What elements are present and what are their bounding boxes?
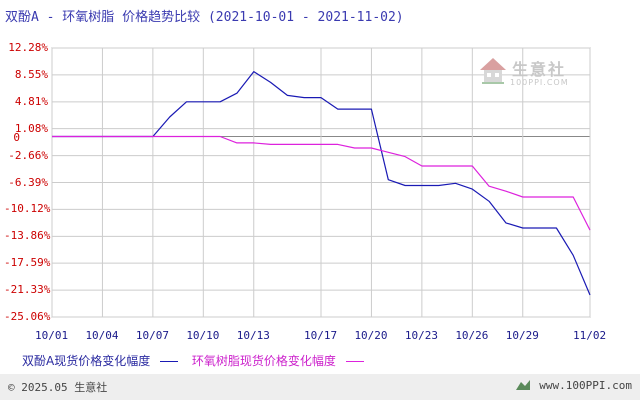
- x-tick-label: 10/13: [236, 329, 270, 342]
- x-tick-label: 10/20: [354, 329, 388, 342]
- footer-site-url[interactable]: www.100PPI.com: [539, 379, 632, 392]
- watermark-logo-icon: [480, 58, 506, 84]
- x-tick-label: 10/26: [455, 329, 489, 342]
- x-tick-label: 10/10: [186, 329, 220, 342]
- y-tick-label: -6.39%: [8, 175, 48, 189]
- x-tick-label: 11/02: [573, 329, 607, 342]
- y-tick-label: 12.28%: [8, 41, 48, 54]
- x-tick-label: 10/07: [135, 329, 169, 342]
- y-tick-label: -2.66%: [8, 148, 48, 162]
- y-tick-label: -25.06%: [4, 310, 51, 323]
- x-tick-label: 10/29: [505, 329, 539, 342]
- y-tick-label: -21.33%: [4, 283, 51, 297]
- legend-label-series1: 双酚A现货价格变化幅度: [22, 354, 151, 368]
- legend-item-series2: 环氧树脂现货价格变化幅度: [192, 352, 364, 369]
- footer-bar: © 2025.05 生意社 www.100PPI.com: [0, 374, 640, 400]
- chart-canvas: [51, 47, 591, 318]
- legend-item-series1: 双酚A现货价格变化幅度: [22, 352, 179, 369]
- x-tick-label: 10/17: [304, 329, 338, 342]
- chart-legend: 双酚A现货价格变化幅度 环氧树脂现货价格变化幅度: [22, 352, 374, 369]
- y-tick-label: -17.59%: [4, 256, 51, 270]
- footer-copyright: © 2025.05 生意社: [8, 381, 108, 394]
- x-tick-label: 10/23: [404, 329, 438, 342]
- legend-swatch-series1: [160, 361, 179, 362]
- chart-title-text: 双酚A - 环氧树脂 价格趋势比较: [5, 10, 201, 25]
- x-tick-label: 10/04: [85, 329, 119, 342]
- site-logo-icon: [515, 380, 530, 390]
- watermark-text: 生意社: [512, 60, 567, 79]
- y-tick-label: 1.08%: [14, 121, 48, 135]
- watermark: 生意社 100PPI.COM: [478, 52, 578, 92]
- legend-label-series2: 环氧树脂现货价格变化幅度: [191, 354, 336, 368]
- legend-swatch-series2: [345, 361, 364, 362]
- x-tick-label: 10/01: [35, 329, 69, 342]
- chart-title: 双酚A - 环氧树脂 价格趋势比较 (2021-10-01 - 2021-11-…: [5, 6, 404, 25]
- y-tick-label: 4.81%: [14, 94, 48, 108]
- series-line-2: [52, 135, 591, 231]
- watermark-url: 100PPI.COM: [510, 78, 569, 87]
- zero-label: 0: [13, 131, 20, 145]
- y-tick-label: -13.86%: [4, 229, 51, 243]
- chart-date-range: (2021-10-01 - 2021-11-02): [207, 10, 404, 25]
- y-tick-label: 8.55%: [14, 67, 48, 81]
- footer-site: www.100PPI.com: [515, 379, 632, 392]
- y-tick-label: -10.12%: [4, 202, 51, 216]
